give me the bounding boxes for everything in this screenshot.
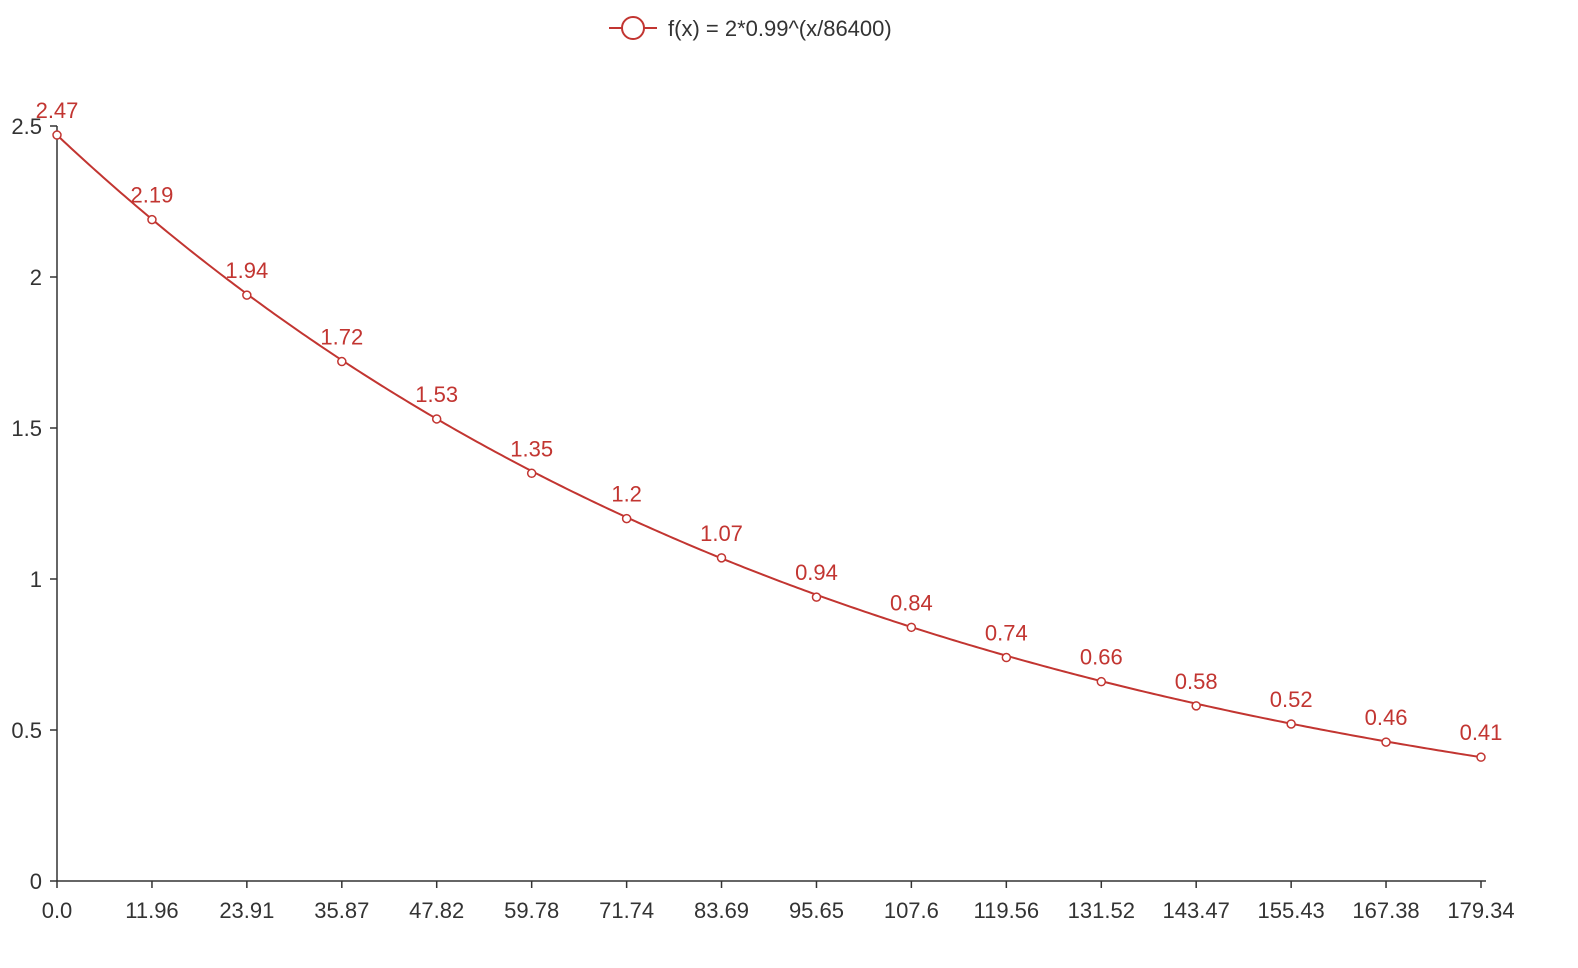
x-tick-label: 59.78 bbox=[504, 898, 559, 923]
x-tick-label: 107.6 bbox=[884, 898, 939, 923]
data-label: 1.07 bbox=[700, 521, 743, 546]
data-point bbox=[716, 553, 727, 563]
x-tick-label: 167.38 bbox=[1352, 898, 1419, 923]
data-point bbox=[431, 414, 442, 424]
legend-marker bbox=[621, 16, 645, 40]
data-label: 1.94 bbox=[225, 258, 268, 283]
y-tick-label: 1 bbox=[30, 567, 42, 592]
x-tick-label: 131.52 bbox=[1068, 898, 1135, 923]
data-label: 0.58 bbox=[1175, 669, 1218, 694]
x-tick-label: 23.91 bbox=[219, 898, 274, 923]
data-point bbox=[1381, 737, 1391, 747]
data-point bbox=[1476, 752, 1486, 762]
data-label: 0.46 bbox=[1365, 705, 1408, 730]
x-tick-label: 47.82 bbox=[409, 898, 464, 923]
data-labels: 2.47 2.19 1.94 1.72 1.53 1.35 1.2 1.07 0.94 0.84 0… bbox=[36, 98, 1503, 745]
data-points bbox=[52, 130, 1486, 762]
data-label: 1.72 bbox=[320, 325, 363, 350]
y-tick-label: 1.5 bbox=[11, 416, 42, 441]
data-label: 1.2 bbox=[611, 482, 642, 507]
y-tick-label: 2 bbox=[30, 265, 42, 290]
data-label: 0.74 bbox=[985, 621, 1028, 646]
legend-label: f(x) = 2*0.99^(x/86400) bbox=[668, 16, 892, 41]
x-tick-label: 83.69 bbox=[694, 898, 749, 923]
data-point bbox=[242, 290, 252, 300]
data-point bbox=[337, 356, 347, 367]
x-tick-label: 179.34 bbox=[1447, 898, 1514, 923]
data-label: 0.52 bbox=[1270, 687, 1313, 712]
data-label: 2.47 bbox=[36, 98, 79, 123]
data-point bbox=[52, 130, 62, 140]
data-point bbox=[1286, 719, 1296, 729]
data-point bbox=[526, 468, 537, 479]
data-point bbox=[621, 513, 632, 524]
data-label: 0.66 bbox=[1080, 645, 1123, 670]
legend[interactable]: f(x) = 2*0.99^(x/86400) bbox=[609, 16, 892, 41]
y-tick-label: 0.5 bbox=[11, 718, 42, 743]
x-tick-label: 71.74 bbox=[599, 898, 654, 923]
series-line bbox=[56, 134, 1482, 759]
data-label: 1.53 bbox=[415, 382, 458, 407]
x-tick-label: 0.0 bbox=[42, 898, 73, 923]
x-tick-label: 143.47 bbox=[1163, 898, 1230, 923]
x-tick-label: 11.96 bbox=[125, 898, 178, 923]
x-tick-label: 119.56 bbox=[974, 898, 1040, 923]
data-label: 0.41 bbox=[1460, 720, 1503, 745]
data-label: 2.19 bbox=[131, 183, 174, 208]
data-point bbox=[811, 592, 822, 602]
x-tick-label: 155.43 bbox=[1258, 898, 1325, 923]
data-label: 1.35 bbox=[510, 436, 553, 461]
series-group bbox=[56, 134, 1482, 759]
data-point bbox=[906, 622, 917, 633]
x-tick-label: 35.87 bbox=[314, 898, 369, 923]
y-axis: 0 0.5 1 1.5 2 2.5 bbox=[11, 114, 58, 894]
y-tick-label: 0 bbox=[30, 869, 42, 894]
data-label: 0.84 bbox=[890, 590, 933, 615]
data-point bbox=[1001, 652, 1012, 663]
x-axis: 0.0 11.96 23.91 35.87 47.82 59.78 71.74 83.69 95… bbox=[42, 880, 1515, 923]
x-tick-label: 95.65 bbox=[789, 898, 844, 923]
data-label: 0.94 bbox=[795, 560, 838, 585]
data-point bbox=[1191, 701, 1201, 711]
data-point bbox=[147, 214, 157, 225]
y-tick-label: 2.5 bbox=[11, 114, 42, 139]
data-point bbox=[1096, 676, 1107, 687]
